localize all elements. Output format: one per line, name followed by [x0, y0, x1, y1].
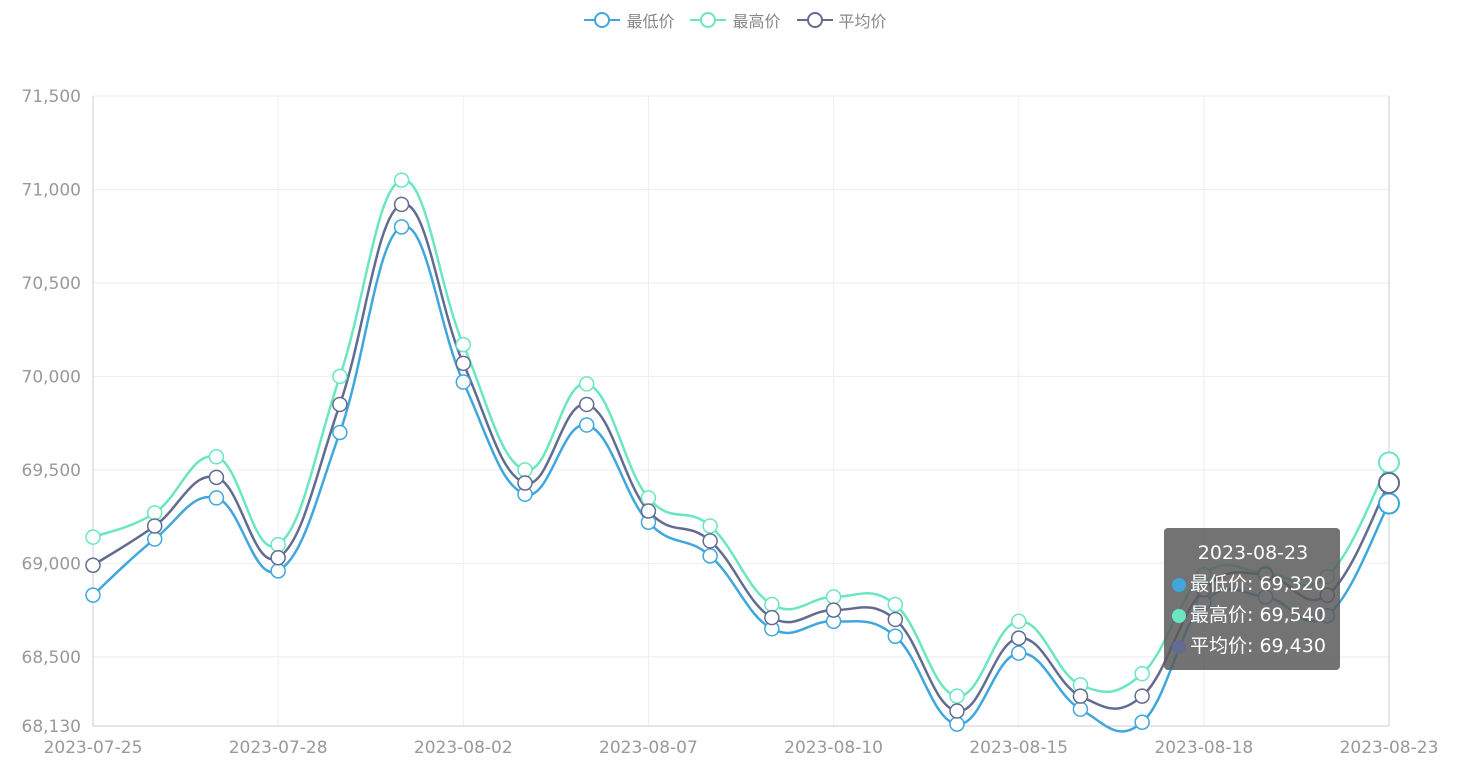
x-tick-label: 2023-07-28 [229, 738, 328, 758]
data-point-0 [146, 531, 163, 547]
data-point-2 [332, 396, 348, 413]
data-point-2 [640, 503, 657, 519]
data-point-0 [949, 716, 965, 732]
data-point-0 [85, 587, 101, 603]
data-point-0 [208, 490, 225, 506]
y-tick-label: 70,500 [22, 274, 81, 294]
tooltip: 2023-08-23 最低价: 69,320 最高价: 69,540 平均价: … [1164, 528, 1340, 670]
y-tick-label: 68,500 [22, 648, 81, 668]
tooltip-avg-dot-icon [1172, 639, 1186, 654]
data-point-2 [702, 533, 718, 549]
data-point-0 [393, 219, 410, 235]
data-point-1 [270, 536, 286, 553]
tooltip-row-avg: 平均价: 69,430 [1172, 631, 1334, 662]
tooltip-title: 2023-08-23 [1197, 542, 1309, 564]
data-point-2 [1134, 688, 1150, 704]
data-point-1 [825, 589, 842, 605]
data-point-1 [1134, 665, 1150, 682]
data-point-2 [85, 557, 101, 573]
data-point-1 [455, 336, 472, 353]
y-tick-label: 70,000 [22, 367, 81, 387]
data-point-2 [1378, 471, 1400, 494]
data-point-1 [85, 529, 101, 545]
tooltip-low-dot-icon [1172, 577, 1186, 592]
legend-label-low: 最低价 [626, 12, 675, 31]
y-tick-label: 71,000 [22, 180, 81, 200]
data-point-2 [517, 475, 533, 491]
data-point-1 [702, 518, 718, 534]
data-point-1 [578, 376, 595, 392]
data-point-0 [702, 548, 718, 564]
tooltip-avg-value: 平均价: 69,430 [1190, 635, 1326, 657]
y-axis-labels: 68,130 68,500 69,000 69,500 70,000 70,500 71,0… [22, 87, 81, 737]
data-point-0 [270, 563, 286, 579]
data-point-0 [887, 628, 904, 645]
data-point-0 [1378, 492, 1400, 515]
data-point-0 [1134, 714, 1150, 731]
data-point-2 [578, 396, 595, 413]
y-tick-label: 69,500 [22, 461, 81, 481]
tooltip-row-high: 最高价: 69,540 [1172, 600, 1334, 631]
data-point-1 [640, 490, 657, 506]
data-point-2 [208, 469, 225, 486]
axes [92, 96, 1390, 727]
x-tick-label: 2023-08-15 [969, 738, 1068, 758]
data-point-2 [393, 196, 410, 213]
y-tick-label: 69,000 [22, 554, 81, 574]
legend-item-avg[interactable]: 平均价 [795, 8, 887, 32]
x-tick-label: 2023-07-25 [44, 738, 143, 758]
x-tick-label: 2023-08-07 [599, 738, 698, 758]
tooltip-row-low: 最低价: 69,320 [1172, 569, 1334, 600]
x-tick-label: 2023-08-02 [414, 738, 513, 758]
data-point-1 [146, 505, 163, 521]
data-point-2 [825, 602, 842, 618]
legend-low-icon [584, 12, 621, 28]
legend-high-icon [690, 12, 727, 28]
y-tick-label: 68,130 [22, 717, 81, 737]
data-point-2 [887, 611, 904, 628]
data-point-1 [949, 688, 965, 704]
data-point-0 [1010, 645, 1027, 661]
data-point-2 [270, 550, 286, 566]
series-line-2 [92, 203, 1391, 713]
data-point-1 [208, 449, 225, 465]
tooltip-low-value: 最低价: 69,320 [1190, 573, 1326, 595]
data-point-2 [146, 518, 163, 534]
data-point-2 [949, 703, 965, 719]
data-point-2 [764, 609, 780, 626]
data-point-2 [1010, 630, 1027, 646]
data-point-2 [1072, 688, 1089, 704]
legend-avg-icon [796, 12, 833, 28]
data-point-1 [332, 368, 348, 385]
x-tick-label: 2023-08-23 [1340, 738, 1439, 758]
x-axis-labels: 2023-07-25 2023-07-28 2023-08-02 2023-08-07… [44, 738, 1439, 758]
x-tick-label: 2023-08-18 [1154, 738, 1253, 758]
legend-label-avg: 平均价 [838, 12, 887, 31]
legend-item-low[interactable]: 最低价 [582, 8, 674, 32]
data-point-1 [1378, 451, 1400, 474]
tooltip-high-dot-icon [1172, 608, 1186, 623]
y-tick-label: 71,500 [22, 87, 81, 107]
legend-item-high[interactable]: 最高价 [688, 8, 781, 32]
data-point-1 [887, 596, 904, 613]
legend-label-high: 最高价 [732, 12, 781, 31]
data-point-0 [455, 374, 472, 390]
series-line-1 [92, 178, 1391, 698]
x-tick-label: 2023-08-10 [784, 738, 883, 758]
data-point-1 [1010, 613, 1027, 630]
data-point-2 [455, 355, 472, 372]
tooltip-high-value: 最高价: 69,540 [1190, 604, 1326, 626]
data-point-0 [1072, 701, 1089, 717]
data-point-0 [332, 424, 348, 441]
data-point-1 [517, 462, 533, 478]
data-point-1 [764, 596, 780, 613]
legend: 最低价 最高价 平均价 [0, 8, 1469, 32]
data-point-0 [578, 417, 595, 433]
data-point-1 [393, 172, 410, 188]
